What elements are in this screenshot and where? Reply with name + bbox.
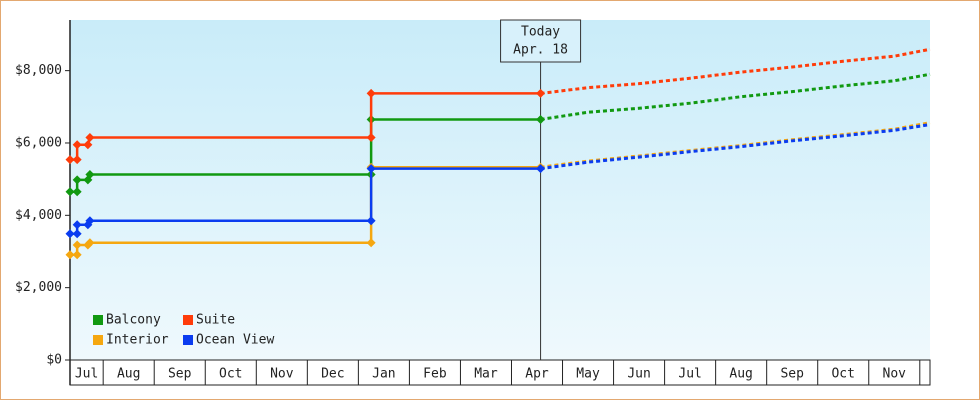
today-date: Apr. 18 <box>513 43 568 58</box>
x-tick-label: Jul <box>75 367 98 382</box>
point <box>366 164 376 174</box>
legend-label: Interior <box>106 333 169 348</box>
forecast-line <box>540 47 931 95</box>
x-tick-label: May <box>576 367 600 382</box>
legend-label: Suite <box>196 313 235 328</box>
point <box>85 169 95 179</box>
point <box>366 133 376 143</box>
legend-label: Balcony <box>106 313 161 328</box>
point <box>72 187 82 197</box>
x-tick-label: Jul <box>678 367 701 382</box>
x-tick-label: Oct <box>831 367 854 382</box>
point <box>72 250 82 260</box>
point <box>72 155 82 165</box>
forecast-line <box>540 123 931 171</box>
point <box>65 229 75 239</box>
y-tick-label: $2,000 <box>15 280 62 295</box>
point <box>366 216 376 226</box>
x-tick-label: Aug <box>117 367 140 382</box>
x-tick-label: Sep <box>168 367 192 382</box>
legend-label: Ocean View <box>196 333 274 348</box>
y-tick-label: $0 <box>46 353 62 368</box>
plot-area <box>70 20 930 360</box>
point <box>83 140 93 150</box>
point <box>65 187 75 197</box>
today-label: Today <box>521 25 560 40</box>
point <box>72 240 82 250</box>
y-tick-label: $8,000 <box>15 63 62 78</box>
point <box>85 238 95 248</box>
x-tick-label: Mar <box>474 367 498 382</box>
point <box>366 88 376 98</box>
x-tick-label: Nov <box>270 367 294 382</box>
point <box>72 229 82 239</box>
x-tick-label: Aug <box>729 367 752 382</box>
point <box>72 220 82 230</box>
x-tick-label: Nov <box>883 367 907 382</box>
point <box>85 133 95 143</box>
legend-swatch <box>183 335 193 345</box>
legend-swatch <box>183 315 193 325</box>
x-tick-label: Jan <box>372 367 395 382</box>
x-tick-label: Oct <box>219 367 242 382</box>
x-tick-label: Sep <box>780 367 804 382</box>
point <box>536 164 546 174</box>
point <box>536 88 546 98</box>
point <box>85 216 95 226</box>
y-tick-label: $4,000 <box>15 208 62 223</box>
point <box>72 140 82 150</box>
point <box>65 155 75 165</box>
legend-swatch <box>93 335 103 345</box>
x-tick-label: Jun <box>627 367 650 382</box>
x-tick-label: Apr <box>525 367 549 382</box>
point <box>366 238 376 248</box>
y-tick-label: $6,000 <box>15 135 62 150</box>
point <box>536 114 546 124</box>
today-box <box>500 19 582 63</box>
forecast-line <box>540 72 931 121</box>
point <box>65 250 75 260</box>
x-tick-label: Dec <box>321 367 344 382</box>
x-tick-label: Feb <box>423 367 447 382</box>
point <box>72 175 82 185</box>
legend-swatch <box>93 315 103 325</box>
